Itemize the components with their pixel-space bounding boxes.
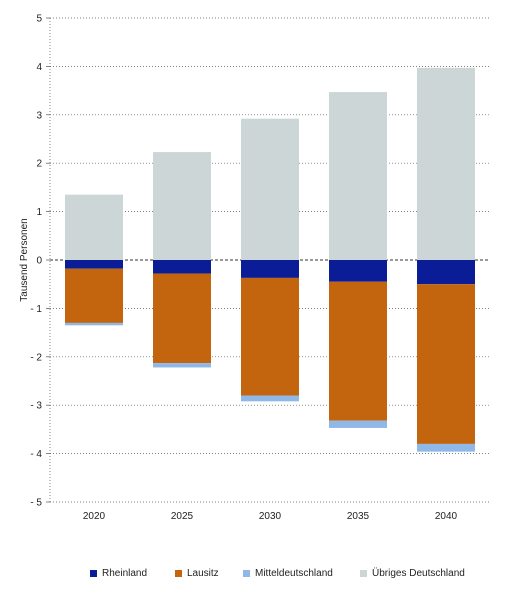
y-tick-label: 0 — [36, 256, 42, 267]
legend-swatch — [90, 570, 97, 577]
y-tick-label: - 4 — [30, 449, 42, 460]
bars — [65, 67, 475, 452]
legend-item: Übriges Deutschland — [360, 568, 465, 579]
bar-mitteldeutschland-2040 — [417, 443, 475, 452]
legend: Rheinland Lausitz Mitteldeutschland Übriges… — [0, 568, 506, 588]
legend-label: Lausitz — [187, 568, 219, 579]
y-tick-label: 4 — [36, 62, 42, 73]
legend-label: Mitteldeutschland — [255, 568, 333, 579]
bar-rheinland-2040 — [417, 260, 475, 285]
bar-mitteldeutschland-2025 — [153, 363, 211, 368]
bar-lausitz-2035 — [329, 281, 387, 421]
y-tick-label: - 2 — [30, 352, 42, 363]
bar--briges-deutschland-2030 — [241, 118, 299, 260]
legend-swatch — [243, 570, 250, 577]
bar-rheinland-2030 — [241, 260, 299, 278]
x-tick-labels: 2020 2025 2030 2035 2040 — [83, 511, 458, 522]
bar-mitteldeutschland-2020 — [65, 322, 123, 326]
y-tick-label: 3 — [36, 110, 42, 121]
bar--briges-deutschland-2025 — [153, 152, 211, 260]
bar-lausitz-2025 — [153, 273, 211, 364]
y-tick-labels: 5 4 3 2 1 0 - 1 - 2 - 3 - 4 - 5 — [30, 14, 42, 509]
bar--briges-deutschland-2035 — [329, 92, 387, 260]
bar-mitteldeutschland-2035 — [329, 420, 387, 428]
bar-rheinland-2025 — [153, 260, 211, 274]
y-tick-label: 5 — [36, 14, 42, 25]
bar--briges-deutschland-2020 — [65, 194, 123, 260]
legend-label: Übriges Deutschland — [372, 568, 465, 579]
x-tick-label: 2035 — [347, 511, 370, 522]
bar-lausitz-2020 — [65, 268, 123, 323]
bar--briges-deutschland-2040 — [417, 67, 475, 261]
bar-rheinland-2020 — [65, 260, 123, 269]
legend-swatch — [175, 570, 182, 577]
legend-item: Mitteldeutschland — [243, 568, 333, 579]
y-tick-label: 1 — [36, 207, 42, 218]
x-tick-label: 2040 — [435, 511, 458, 522]
legend-label: Rheinland — [102, 568, 148, 579]
x-tick-label: 2030 — [259, 511, 282, 522]
y-axis-title: Tausend Personen — [19, 218, 30, 301]
y-tick-label: - 1 — [30, 304, 42, 315]
y-tick-label: - 3 — [30, 401, 42, 412]
bar-mitteldeutschland-2030 — [241, 395, 299, 402]
x-tick-label: 2025 — [171, 511, 194, 522]
legend-swatch — [360, 570, 367, 577]
y-tick-label: - 5 — [30, 498, 42, 509]
y-tick-label: 2 — [36, 159, 42, 170]
bar-rheinland-2035 — [329, 260, 387, 282]
bar-lausitz-2030 — [241, 277, 299, 396]
legend-item: Rheinland — [90, 568, 147, 579]
x-tick-label: 2020 — [83, 511, 106, 522]
bar-lausitz-2040 — [417, 284, 475, 444]
legend-item: Lausitz — [175, 568, 219, 579]
